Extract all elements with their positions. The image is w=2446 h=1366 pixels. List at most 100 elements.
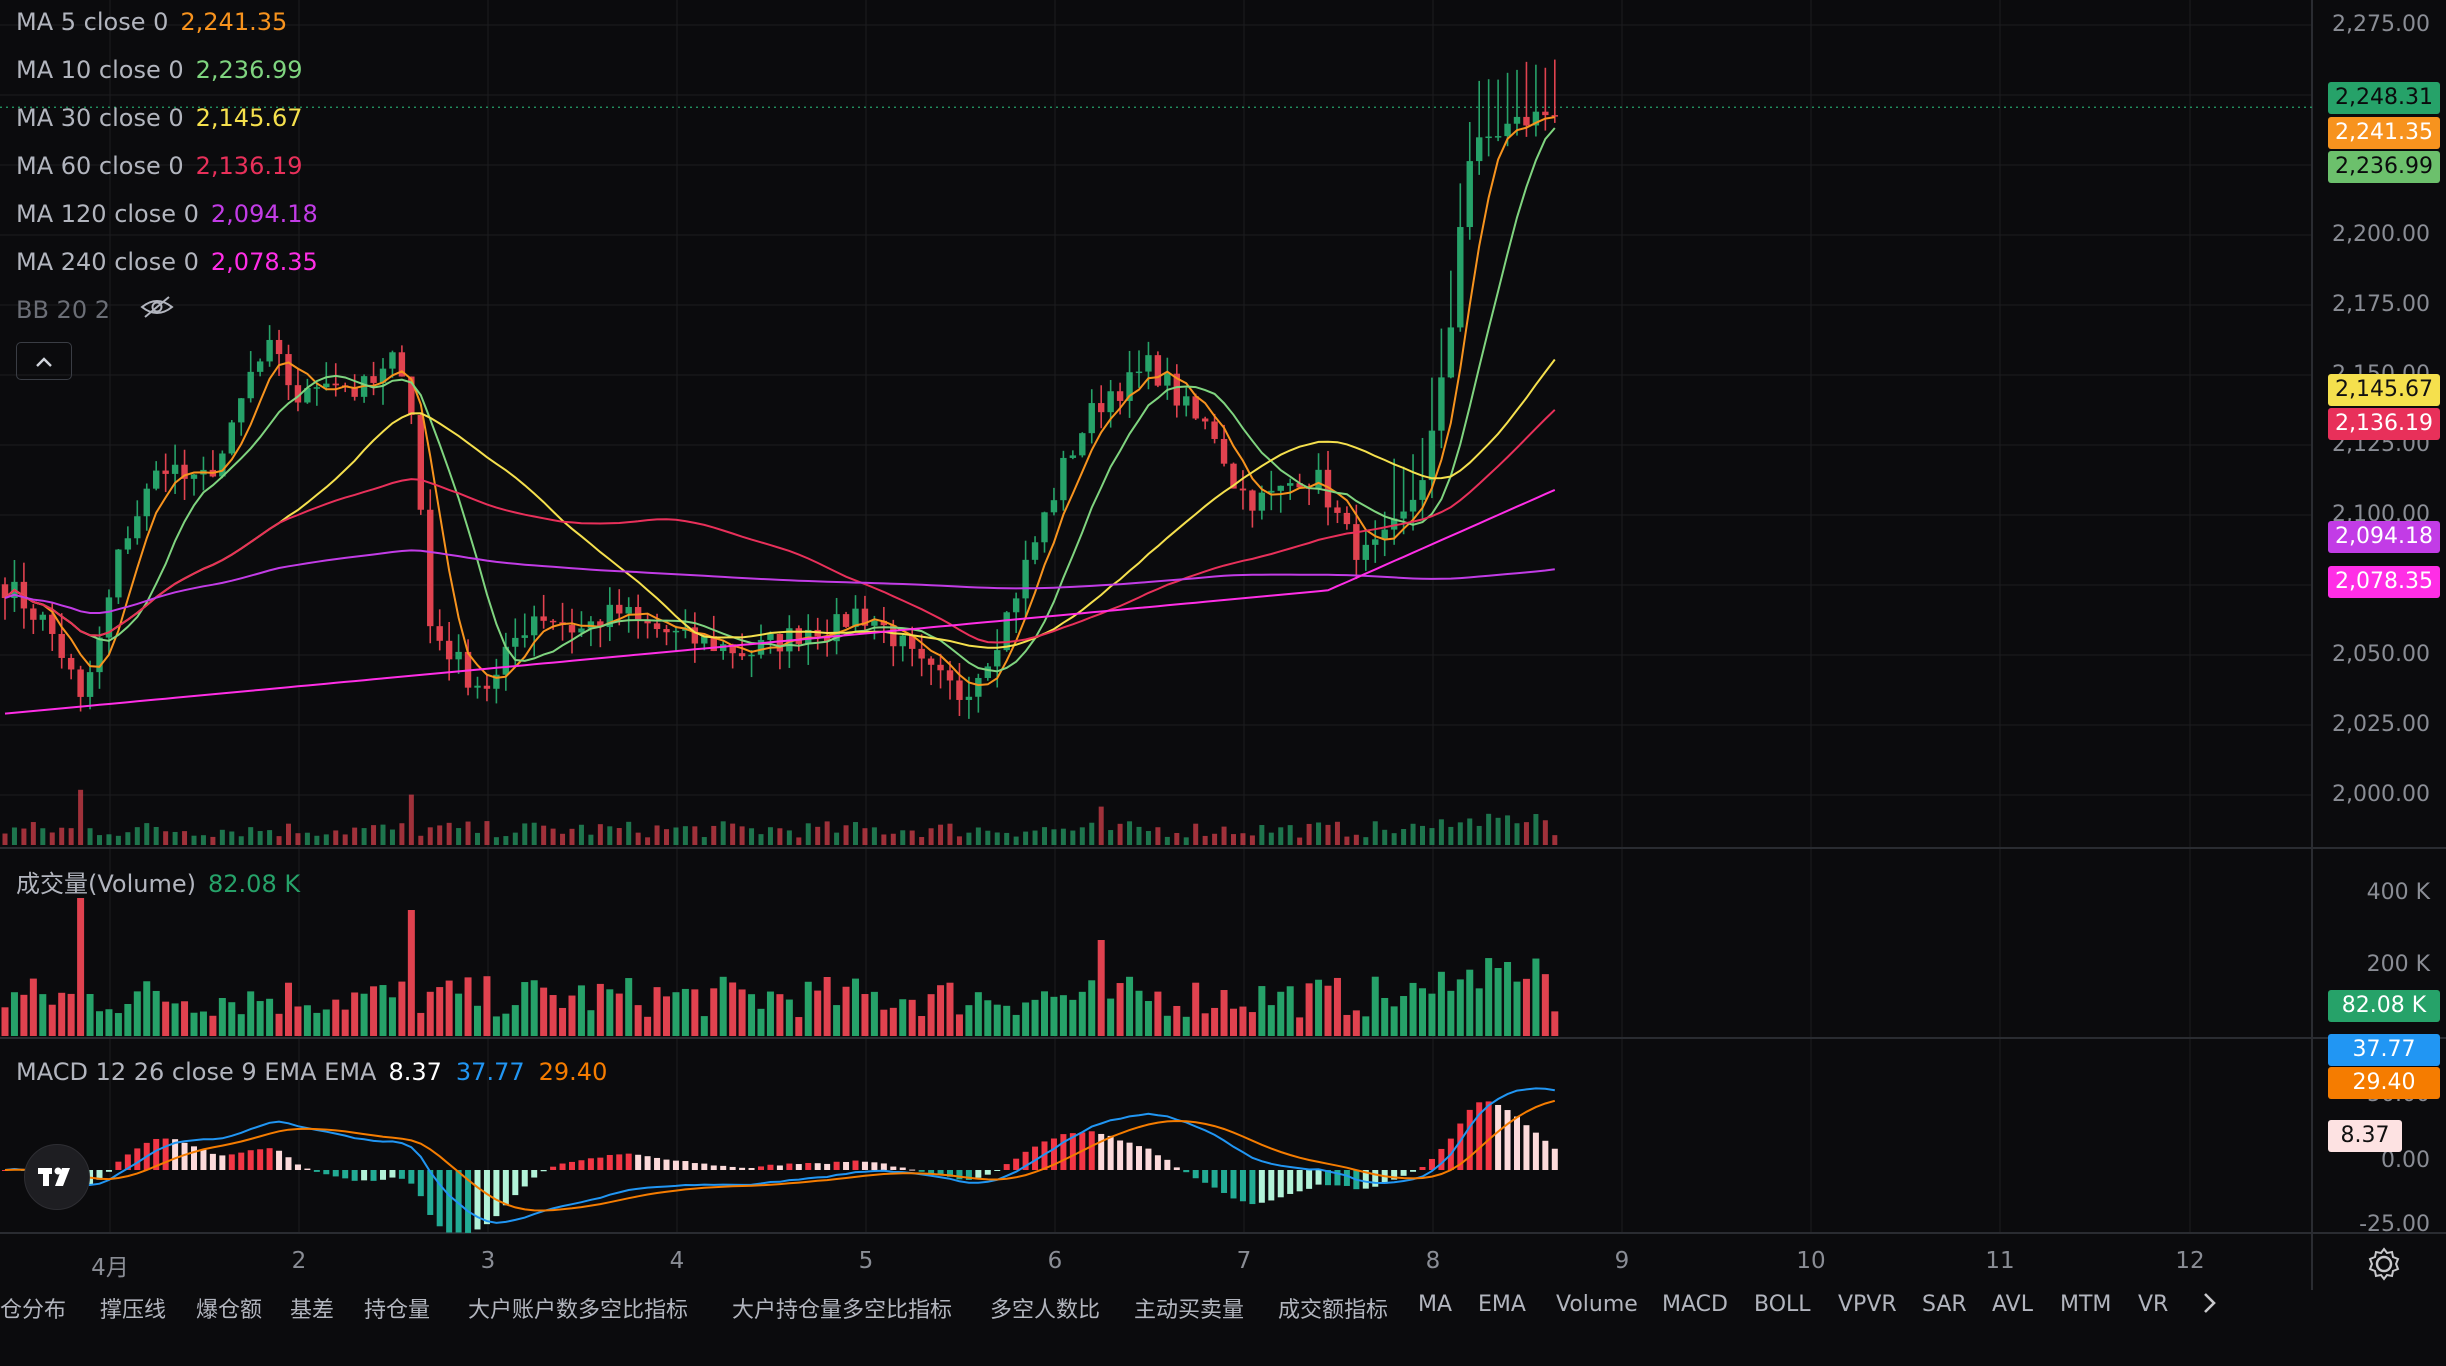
volume-bar [152, 990, 160, 1036]
tab-indicator[interactable]: SAR [1922, 1292, 1967, 1317]
tab-indicator[interactable]: 仓分布 [0, 1298, 67, 1323]
macd-histogram-bar [606, 1154, 613, 1170]
macd-histogram-bar [654, 1157, 661, 1170]
candle-body [389, 352, 396, 369]
macd-histogram-bar [1230, 1170, 1237, 1199]
chevron-right-icon[interactable] [2200, 1290, 2220, 1323]
macd-histogram-bar [351, 1170, 358, 1181]
tab-indicator[interactable]: BOLL [1754, 1292, 1811, 1317]
volume-overlay-bar [767, 827, 773, 845]
legend-ma240[interactable]: MA 240 close 0 2,078.35 [16, 246, 318, 278]
tab-indicator[interactable]: AVL [1992, 1292, 2033, 1317]
time-axis-label: 4 [669, 1248, 685, 1274]
volume-bar [1428, 993, 1436, 1036]
candle-body [1145, 355, 1152, 372]
tab-indicator[interactable]: 基差 [290, 1298, 335, 1323]
volume-overlay-bar [701, 837, 707, 845]
volume-bar [738, 989, 746, 1036]
candle-body [96, 637, 103, 673]
tab-indicator[interactable]: 多空人数比 [990, 1298, 1101, 1323]
volume-bar [341, 1009, 349, 1036]
volume-overlay-bar [200, 835, 206, 845]
volume-overlay-bar [323, 834, 329, 845]
tab-indicator[interactable]: MACD [1662, 1292, 1728, 1317]
legend-volume-label: 成交量(Volume) [16, 870, 196, 898]
macd-histogram-bar [928, 1170, 935, 1174]
legend-macd[interactable]: MACD 12 26 close 9 EMA EMA 8.37 37.77 29.40 [16, 1056, 607, 1088]
volume-overlay-bar [172, 831, 178, 845]
volume-overlay-bar [1505, 815, 1511, 845]
macd-histogram-bar [1334, 1170, 1341, 1186]
volume-bar [937, 985, 945, 1036]
volume-axis-200k: 200 K [2366, 952, 2430, 977]
legend-ma5[interactable]: MA 5 close 0 2,241.35 [16, 6, 287, 38]
candle-body [304, 388, 311, 403]
candle-body [767, 633, 774, 640]
macd-histogram-bar [597, 1157, 604, 1170]
eye-off-icon[interactable] [140, 295, 174, 327]
settings-gear-icon[interactable] [2364, 1244, 2404, 1284]
volume-bar [1097, 940, 1105, 1036]
candle-body [1183, 396, 1190, 406]
macd-histogram-bar [1221, 1170, 1228, 1193]
legend-macd-label: MACD 12 26 close 9 EMA EMA [16, 1058, 377, 1086]
tab-indicator[interactable]: 大户持仓量多空比指标 [732, 1298, 953, 1323]
volume-bar [256, 1001, 264, 1036]
macd-histogram-bar [1391, 1170, 1398, 1180]
macd-histogram-bar [266, 1148, 273, 1170]
collapse-legend-button[interactable] [16, 342, 72, 380]
tab-indicator[interactable]: VR [2138, 1292, 2169, 1317]
tab-indicator[interactable]: EMA [1478, 1292, 1526, 1317]
macd-histogram-bar [540, 1170, 547, 1172]
candle-body [634, 607, 642, 620]
legend-ma120[interactable]: MA 120 close 0 2,094.18 [16, 198, 318, 230]
candle-body [162, 470, 169, 474]
time-axis-label: 9 [1614, 1248, 1630, 1274]
tab-indicator[interactable]: 撑压线 [100, 1298, 167, 1323]
volume-bar [114, 1013, 122, 1036]
volume-overlay-bar [1297, 837, 1303, 845]
volume-bar [587, 1010, 595, 1036]
macd-histogram-bar [1296, 1170, 1303, 1192]
macd-histogram-bar [682, 1161, 689, 1170]
macd-histogram-bar [1325, 1170, 1331, 1186]
volume-bar [1182, 1016, 1190, 1036]
macd-histogram-bar [380, 1170, 386, 1180]
legend-ma10[interactable]: MA 10 close 0 2,236.99 [16, 54, 303, 86]
volume-bar [653, 987, 661, 1036]
tab-indicator[interactable]: MA [1418, 1292, 1453, 1317]
macd-histogram-bar [1476, 1102, 1483, 1170]
legend-ma30[interactable]: MA 30 close 0 2,145.67 [16, 102, 303, 134]
candle-body [748, 654, 755, 657]
volume-overlay-bar [352, 827, 358, 845]
tab-indicator[interactable]: 成交额指标 [1278, 1298, 1389, 1323]
macd-axis-neg25: -25.00 [2359, 1212, 2430, 1237]
candle-body [1031, 542, 1039, 560]
tab-indicator[interactable]: MTM [2060, 1292, 2112, 1317]
legend-bb[interactable]: BB 20 2 [16, 294, 174, 327]
macd-histogram-bar [691, 1163, 698, 1170]
volume-overlay-bar [389, 829, 395, 845]
volume-bar [681, 988, 689, 1036]
tradingview-logo[interactable] [24, 1144, 90, 1210]
legend-volume[interactable]: 成交量(Volume) 82.08 K [16, 868, 300, 900]
volume-overlay-bar [1306, 823, 1312, 845]
tab-indicator[interactable]: 爆仓额 [196, 1298, 263, 1323]
candle-body [30, 608, 37, 620]
candle-body [918, 648, 925, 659]
candle-body [861, 608, 869, 626]
legend-ma60[interactable]: MA 60 close 0 2,136.19 [16, 150, 303, 182]
candle-body [1513, 116, 1521, 124]
tab-indicator[interactable]: VPVR [1838, 1292, 1897, 1317]
candle-body [1220, 438, 1228, 464]
tab-indicator[interactable]: Volume [1556, 1292, 1638, 1317]
volume-overlay-bar [1259, 825, 1265, 845]
macd-histogram-bar [417, 1170, 424, 1197]
tab-indicator[interactable]: 主动买卖量 [1134, 1298, 1245, 1323]
tab-indicator[interactable]: 大户账户数多空比指标 [468, 1298, 689, 1323]
tab-indicator[interactable]: 持仓量 [364, 1298, 431, 1323]
volume-bar [672, 992, 680, 1036]
volume-overlay-bar [786, 830, 792, 845]
legend-ma10-value: 2,236.99 [195, 56, 303, 84]
